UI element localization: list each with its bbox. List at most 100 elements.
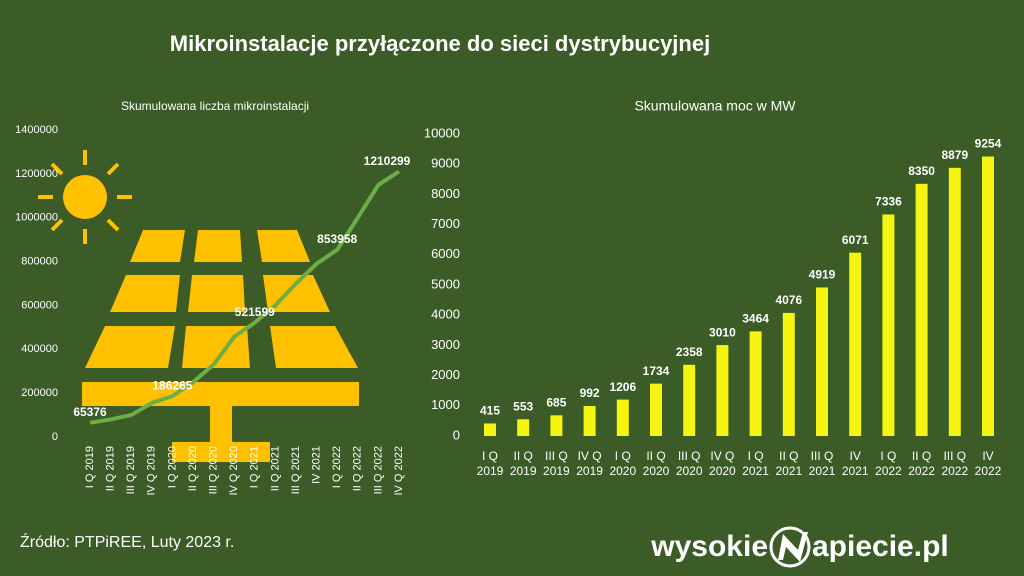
x-tick-label: II Q 2021 — [775, 449, 803, 478]
x-tick-label: III Q 2020 — [208, 446, 220, 494]
data-label: 6071 — [842, 233, 869, 247]
chart-title: Skumulowana moc w MW — [634, 98, 796, 114]
y-tick-label: 4000 — [431, 307, 460, 322]
logo-text: wysokie — [650, 530, 768, 563]
bar — [948, 167, 961, 437]
bar — [716, 345, 729, 436]
x-tick-label: III Q 2021 — [290, 446, 302, 494]
line — [89, 169, 401, 425]
y-tick-label: 2000 — [431, 367, 460, 382]
bar — [683, 364, 696, 436]
data-label: 1210299 — [364, 154, 411, 168]
x-tick-label: II Q 2019 — [509, 449, 537, 478]
y-tick-label: 0 — [453, 427, 460, 442]
bar — [849, 252, 862, 436]
data-label: 415 — [480, 404, 500, 418]
y-tick-label: 400000 — [21, 343, 58, 355]
x-tick-label: I Q 2021 — [742, 449, 769, 478]
x-tick-label: IV Q 2019 — [146, 446, 158, 496]
x-tick-label: IV Q 2022 — [393, 446, 405, 496]
y-tick-label: 6000 — [431, 246, 460, 261]
x-tick-label: IV 2021 — [311, 446, 323, 484]
x-tick-label: I Q 2020 — [609, 449, 637, 478]
x-tick-label: IV Q 2020 — [228, 446, 240, 496]
x-tick-label: II Q 2020 — [642, 449, 670, 478]
y-tick-label: 200000 — [21, 387, 58, 399]
sun-icon — [38, 150, 132, 244]
bar — [915, 183, 928, 436]
y-tick-label: 10000 — [424, 125, 460, 140]
solar-panel-icon — [82, 230, 359, 462]
bar — [550, 415, 563, 436]
x-tick-label: III Q 2022 — [941, 449, 969, 478]
bar — [517, 419, 530, 436]
bar — [816, 287, 828, 436]
data-label: 521599 — [235, 305, 275, 319]
x-tick-label: IV 2022 — [974, 449, 1002, 478]
data-label: 4076 — [775, 293, 802, 307]
data-label: 7336 — [875, 195, 902, 209]
data-label: 1734 — [643, 364, 670, 378]
data-label: 553 — [513, 399, 533, 413]
chart-title: Skumulowana liczba mikroinstalacji — [121, 99, 309, 113]
x-tick-label: I Q 2022 — [875, 449, 902, 478]
y-tick-label: 3000 — [431, 337, 460, 352]
data-label: 3464 — [742, 312, 769, 326]
x-tick-label: III Q 2022 — [372, 446, 384, 494]
y-tick-label: 600000 — [21, 299, 58, 311]
y-tick-label: 0 — [52, 431, 58, 443]
bar — [583, 406, 596, 436]
data-label: 8350 — [908, 164, 935, 178]
y-tick-label: 9000 — [431, 156, 460, 171]
data-label: 853958 — [317, 232, 357, 246]
data-label: 2358 — [676, 345, 703, 359]
logo-text: apiecie.pl — [812, 530, 949, 563]
source: Źródło: PTPiREE, Luty 2023 r. — [20, 532, 234, 551]
data-label: 186265 — [152, 378, 192, 392]
y-tick-label: 1000000 — [15, 212, 58, 224]
data-label: 992 — [580, 386, 600, 400]
data-label: 9254 — [975, 137, 1002, 151]
x-tick-label: IV Q 2019 — [576, 449, 603, 478]
x-tick-label: IV Q 2020 — [709, 449, 736, 478]
bar — [484, 423, 496, 436]
bar — [982, 156, 994, 436]
y-tick-label: 7000 — [431, 216, 460, 231]
y-tick-label: 5000 — [431, 276, 460, 291]
data-label: 1206 — [609, 380, 636, 394]
data-label: 4919 — [809, 268, 836, 282]
x-tick-label: I Q 2021 — [249, 446, 261, 488]
page-title: Mikroinstalacje przyłączone do sieci dys… — [170, 31, 710, 56]
x-tick-label: I Q 2022 — [331, 446, 343, 488]
x-tick-label: II Q 2019 — [105, 446, 117, 491]
bar — [650, 383, 662, 436]
x-tick-label: II Q 2020 — [187, 446, 199, 491]
bar — [749, 331, 762, 436]
x-tick-label: II Q 2021 — [269, 446, 281, 491]
logo-icon — [769, 526, 811, 568]
bar — [882, 214, 895, 436]
data-label: 3010 — [709, 325, 736, 339]
y-tick-label: 8000 — [431, 186, 460, 201]
y-tick-label: 1400000 — [15, 124, 58, 136]
bar — [782, 312, 795, 436]
x-tick-label: III Q 2019 — [125, 446, 137, 494]
bar — [616, 399, 629, 436]
x-tick-label: III Q 2019 — [543, 449, 570, 478]
x-tick-label: I Q 2019 — [84, 446, 96, 488]
data-label: 685 — [546, 395, 566, 409]
y-tick-label: 800000 — [21, 255, 58, 267]
x-tick-label: II Q 2022 — [908, 449, 935, 478]
y-tick-label: 1000 — [431, 397, 460, 412]
y-tick-label: 1200000 — [15, 168, 58, 180]
x-tick-label: IV 2021 — [841, 449, 869, 478]
x-tick-label: III Q 2021 — [808, 449, 836, 478]
x-tick-label: I Q 2020 — [166, 446, 178, 488]
x-tick-label: I Q 2019 — [476, 449, 504, 478]
x-tick-label: II Q 2022 — [352, 446, 364, 491]
data-label: 65376 — [73, 405, 107, 419]
data-label: 8879 — [941, 148, 968, 162]
x-tick-label: III Q 2020 — [675, 449, 703, 478]
